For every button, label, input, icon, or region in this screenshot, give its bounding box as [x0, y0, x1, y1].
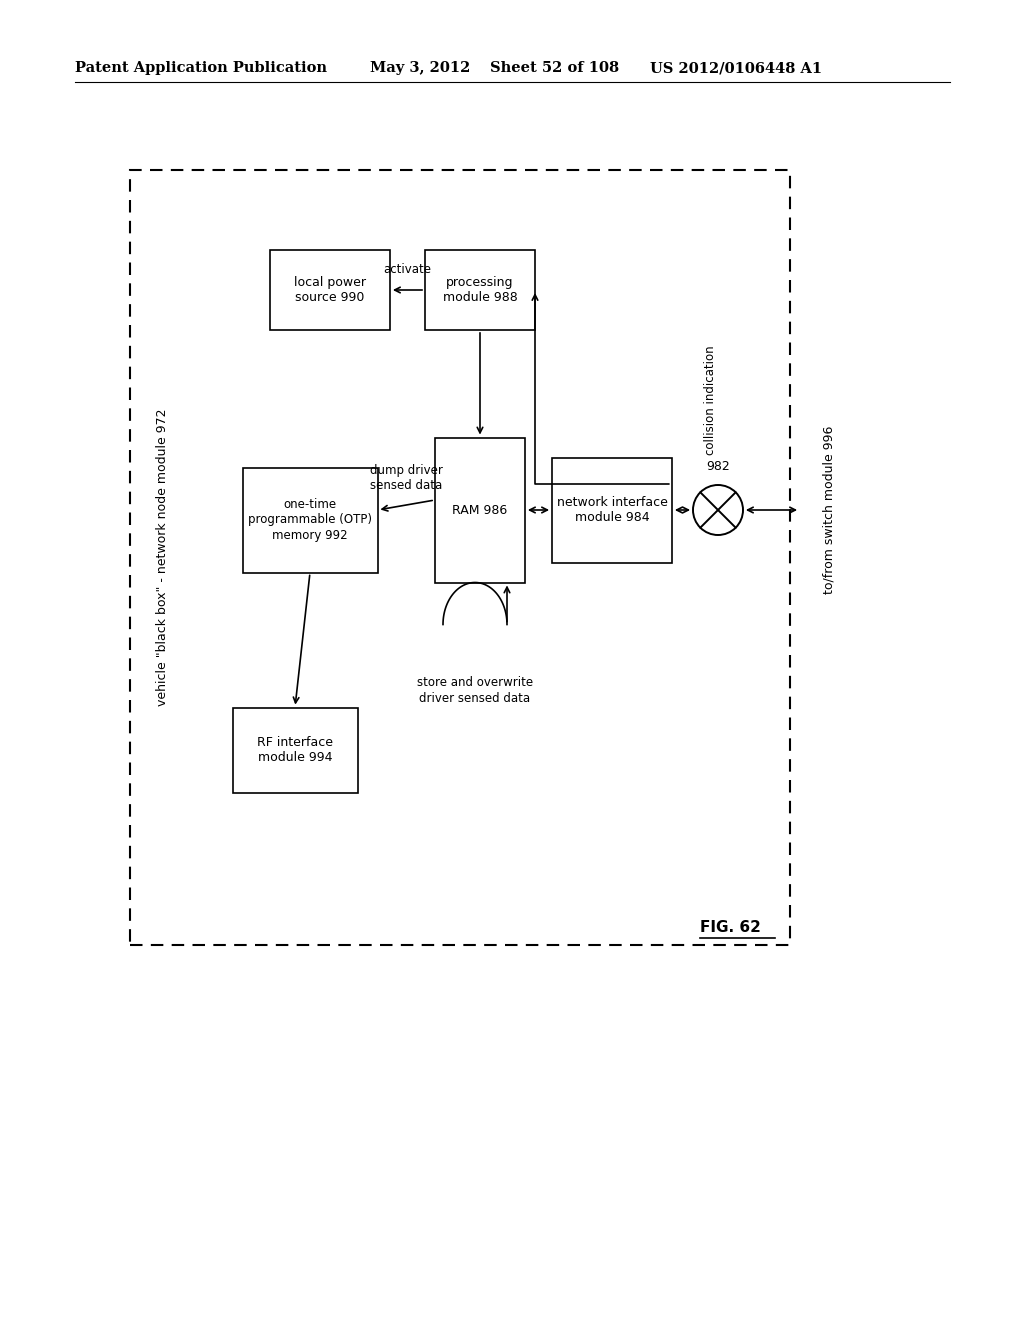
Text: collision indication: collision indication	[703, 346, 717, 455]
Bar	[270, 249, 390, 330]
Text: 982: 982	[707, 459, 730, 473]
Text: May 3, 2012: May 3, 2012	[370, 61, 470, 75]
Text: activate: activate	[384, 263, 431, 276]
Bar	[130, 170, 790, 945]
Text: Patent Application Publication: Patent Application Publication	[75, 61, 327, 75]
Text: processing
module 988: processing module 988	[442, 276, 517, 304]
Text: Sheet 52 of 108: Sheet 52 of 108	[490, 61, 620, 75]
Bar	[552, 458, 672, 562]
Text: network interface
module 984: network interface module 984	[557, 496, 668, 524]
Bar	[232, 708, 357, 792]
Text: vehicle "black box" - network node module 972: vehicle "black box" - network node modul…	[157, 409, 170, 706]
Text: store and overwrite
driver sensed data: store and overwrite driver sensed data	[417, 676, 534, 705]
Text: dump driver
sensed data: dump driver sensed data	[370, 465, 442, 492]
Text: one-time
programmable (OTP)
memory 992: one-time programmable (OTP) memory 992	[248, 499, 372, 541]
Bar	[243, 467, 378, 573]
Text: to/from switch module 996: to/from switch module 996	[822, 426, 835, 594]
Text: RAM 986: RAM 986	[453, 503, 508, 516]
Text: US 2012/0106448 A1: US 2012/0106448 A1	[650, 61, 822, 75]
Bar	[425, 249, 535, 330]
Bar	[435, 437, 525, 582]
Text: RF interface
module 994: RF interface module 994	[257, 737, 333, 764]
Text: FIG. 62: FIG. 62	[700, 920, 761, 935]
Text: local power
source 990: local power source 990	[294, 276, 366, 304]
